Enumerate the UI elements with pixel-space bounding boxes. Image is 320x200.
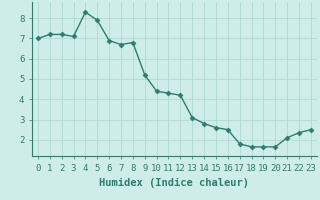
X-axis label: Humidex (Indice chaleur): Humidex (Indice chaleur) (100, 178, 249, 188)
